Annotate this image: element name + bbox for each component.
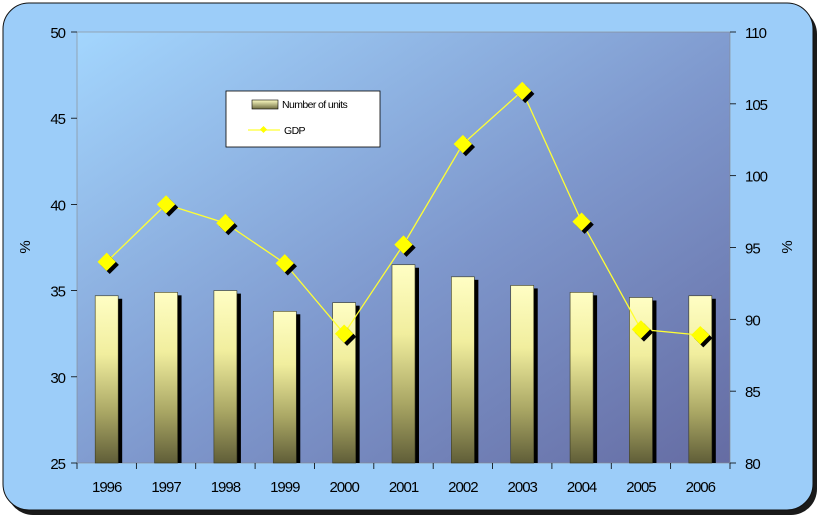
gdp-marker (631, 320, 651, 339)
right-y-tick-label: 80 (745, 456, 760, 473)
bar (510, 285, 535, 464)
left-y-axis: 25 30 35 40 45 50 (50, 25, 77, 473)
bar (569, 292, 594, 464)
bar (391, 264, 416, 464)
bar (154, 292, 178, 464)
bar (688, 295, 713, 464)
gdp-marker (275, 254, 294, 273)
legend-box (225, 90, 381, 148)
left-y-tick-label: 40 (50, 197, 65, 214)
left-y-tick-label: 45 (50, 111, 65, 128)
left-y-axis-label: % (17, 240, 34, 253)
right-y-tick-label: 110 (745, 25, 767, 42)
legend-label-line: GDP (284, 125, 306, 137)
gdp-marker (156, 195, 176, 214)
x-axis: 1996 1997 1998 1999 2000 2001 2002 2003 2004 2005… (76, 463, 731, 496)
x-tick-label: 1998 (211, 479, 241, 496)
gdp-marker (513, 81, 532, 101)
right-y-tick-label: 100 (745, 169, 768, 186)
line-series (97, 81, 713, 348)
bar (213, 290, 238, 464)
right-y-tick-label: 90 (745, 312, 760, 329)
right-y-axis-label: % (779, 240, 796, 253)
x-tick-label: 2004 (567, 479, 597, 496)
x-tick-label: 1997 (151, 479, 181, 496)
x-tick-label: 2006 (686, 479, 716, 496)
left-y-tick-label: 30 (50, 370, 65, 387)
legend-swatch-marker (259, 125, 268, 134)
gdp-marker (572, 212, 591, 231)
left-y-tick-label: 25 (50, 456, 65, 473)
right-y-tick-label: 95 (745, 241, 760, 258)
bar (451, 276, 475, 464)
legend-swatch-bar (251, 99, 279, 110)
gdp-marker (394, 235, 413, 254)
x-tick-label: 2005 (626, 479, 656, 496)
bar (629, 297, 653, 464)
bar (94, 295, 119, 464)
legend: Number of units GDP (225, 90, 381, 148)
right-y-tick-label: 105 (745, 97, 768, 114)
x-tick-label: 2000 (329, 479, 359, 496)
left-y-tick-label: 50 (50, 25, 65, 42)
gdp-marker (216, 213, 235, 233)
x-tick-label: 1996 (92, 479, 122, 496)
gdp-marker (691, 325, 710, 345)
right-y-tick-label: 85 (745, 384, 760, 401)
x-tick-label: 1999 (270, 479, 300, 496)
gdp-marker (453, 134, 473, 154)
bar (272, 310, 297, 464)
legend-label-bar: Number of units (282, 99, 347, 111)
x-tick-label: 2001 (389, 479, 419, 496)
gdp-marker (97, 252, 116, 272)
x-tick-label: 2002 (448, 479, 478, 496)
right-y-axis: 80 85 90 95 100 105 110 (730, 25, 769, 473)
gdp-marker (334, 324, 354, 343)
x-tick-label: 2003 (508, 479, 538, 496)
left-y-tick-label: 35 (50, 284, 65, 301)
